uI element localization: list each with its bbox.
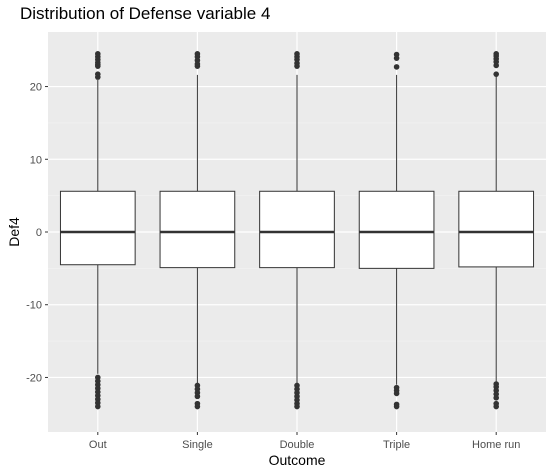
outlier-point xyxy=(393,51,400,58)
box-iqr xyxy=(458,190,535,268)
box-iqr xyxy=(358,190,435,269)
x-tick-label: Triple xyxy=(383,439,410,451)
y-tick-label: -20 xyxy=(26,372,42,384)
outlier-point xyxy=(194,51,201,57)
box-iqr xyxy=(259,190,335,269)
outlier-point xyxy=(393,390,400,397)
x-tick-label: Single xyxy=(182,439,213,451)
outlier-point xyxy=(493,71,500,77)
outlier-point xyxy=(493,51,500,57)
y-tick-label: -10 xyxy=(26,300,42,312)
outlier-point xyxy=(194,393,201,400)
outlier-point xyxy=(194,403,201,410)
outlier-point xyxy=(294,403,300,410)
chart-title: Distribution of Defense variable 4 xyxy=(20,4,271,23)
x-axis-label: Outcome xyxy=(268,452,326,468)
outlier-point xyxy=(95,51,101,57)
outlier-point xyxy=(95,71,101,77)
box-iqr xyxy=(59,190,136,266)
y-tick-label: 20 xyxy=(30,82,42,94)
x-tick-label: Home run xyxy=(472,439,520,451)
outlier-point xyxy=(294,51,300,57)
outlier-point xyxy=(493,395,500,401)
y-axis-label: Def4 xyxy=(6,217,22,247)
x-tick-label: Out xyxy=(89,439,107,451)
x-tick-label: Double xyxy=(280,439,315,451)
box-iqr xyxy=(159,190,236,269)
outlier-point xyxy=(95,403,101,410)
outlier-point xyxy=(493,403,500,410)
y-tick-label: 10 xyxy=(30,154,42,166)
y-tick-label: 0 xyxy=(36,227,42,239)
outlier-point xyxy=(393,403,400,410)
outlier-point xyxy=(393,64,400,70)
